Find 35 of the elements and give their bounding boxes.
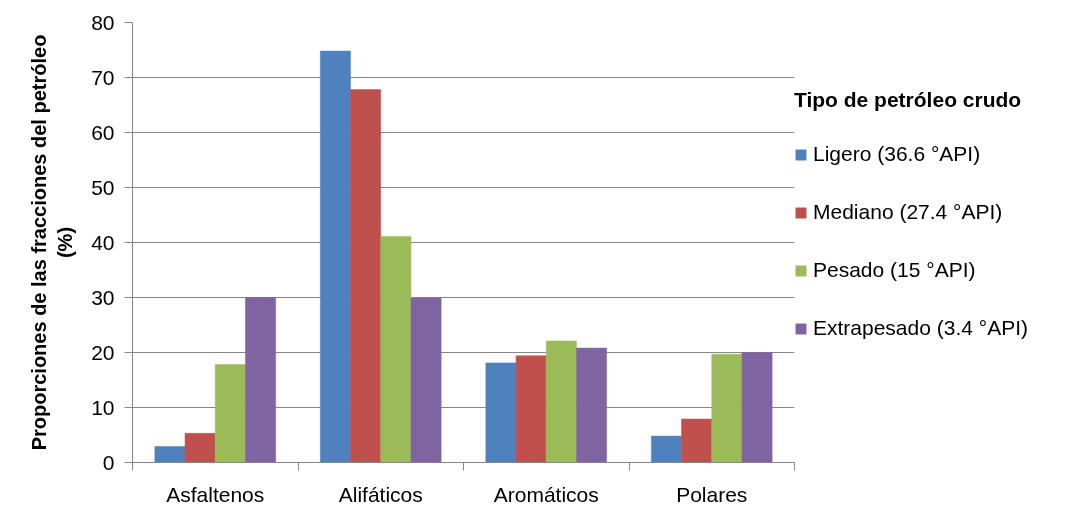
x-tick-label: Alifáticos	[338, 482, 423, 506]
legend-label: Extrapesado (3.4 °API)	[813, 316, 1029, 340]
legend-label: Pesado (15 °API)	[813, 258, 976, 282]
bar	[546, 340, 577, 463]
bar	[651, 435, 682, 463]
bar	[154, 446, 186, 463]
y-tick-label: 50	[91, 175, 115, 199]
bar	[320, 50, 351, 463]
y-tick-label: 60	[91, 120, 115, 144]
bar	[576, 347, 607, 463]
bar	[215, 364, 246, 463]
bar	[350, 89, 381, 463]
y-tick-label: 20	[91, 340, 115, 364]
bar	[515, 355, 547, 463]
x-tick-label: Polares	[676, 482, 748, 506]
bar	[681, 418, 712, 463]
bar	[380, 236, 412, 463]
y-tick-label: 70	[91, 65, 115, 89]
bar	[485, 362, 517, 463]
y-tick-label: 10	[91, 395, 115, 419]
y-tick-label: 80	[91, 10, 115, 34]
legend-title: Tipo de petróleo crudo	[794, 88, 1023, 112]
bar	[410, 297, 442, 463]
y-tick-label: 30	[91, 285, 115, 309]
x-tick-label: Aromáticos	[493, 482, 599, 506]
bar	[245, 297, 276, 463]
bar	[711, 353, 743, 463]
legend-label: Mediano (27.4 °API)	[813, 200, 1003, 224]
bar	[184, 433, 216, 463]
x-tick-label: Asfaltenos	[166, 482, 265, 506]
y-tick-label: 0	[102, 450, 115, 474]
bar	[741, 352, 773, 463]
y-axis-title: Proporciones de las fracciones del petróleo (%)	[27, 34, 77, 451]
y-tick-label: 40	[91, 230, 115, 254]
legend-label: Ligero (36.6 °API)	[813, 142, 981, 166]
